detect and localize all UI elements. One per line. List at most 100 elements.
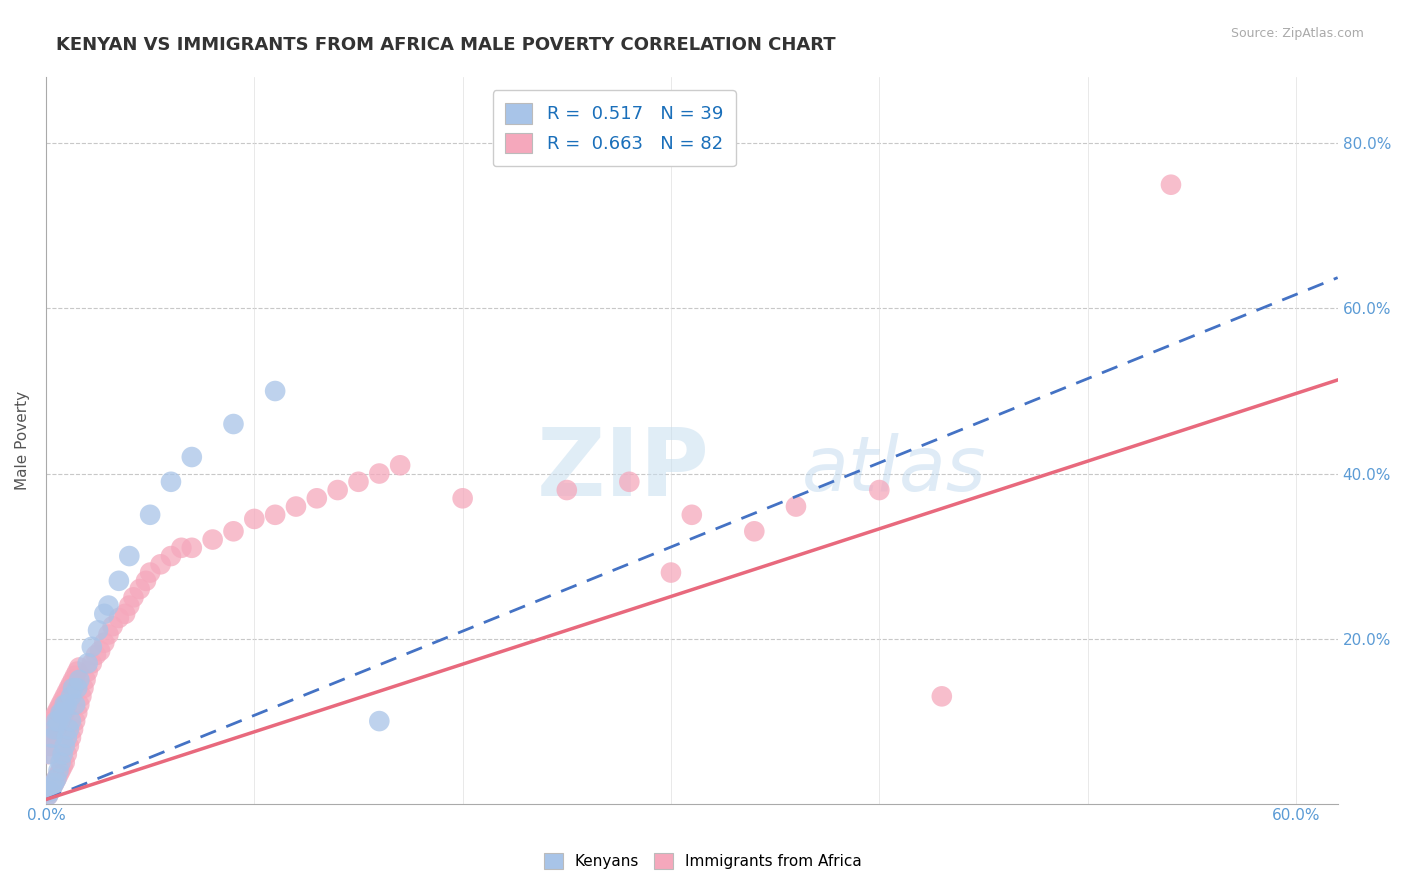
Point <box>58 723 80 737</box>
Point <box>80 640 103 654</box>
Point <box>45 706 67 720</box>
Point <box>39 747 62 761</box>
Point <box>170 541 193 555</box>
Point <box>48 718 70 732</box>
Point <box>52 747 75 761</box>
Point <box>555 483 578 497</box>
Point <box>681 508 703 522</box>
Point <box>44 726 66 740</box>
Point <box>39 739 62 753</box>
Point <box>742 524 765 539</box>
Point <box>41 731 63 745</box>
Point <box>44 710 66 724</box>
Point <box>49 764 72 778</box>
Point <box>59 714 82 728</box>
Point <box>52 710 75 724</box>
Point <box>59 690 82 704</box>
Point <box>52 693 75 707</box>
Point <box>39 723 62 737</box>
Point <box>56 685 79 699</box>
Point <box>868 483 890 497</box>
Point <box>63 669 86 683</box>
Point <box>67 660 90 674</box>
Point <box>108 574 131 588</box>
Point <box>52 706 75 720</box>
Point <box>53 690 76 704</box>
Point <box>53 756 76 770</box>
Point <box>93 607 115 621</box>
Point <box>101 619 124 633</box>
Point <box>139 566 162 580</box>
Point <box>53 739 76 753</box>
Point <box>48 768 70 782</box>
Point <box>222 524 245 539</box>
Point <box>264 508 287 522</box>
Point <box>89 644 111 658</box>
Point <box>67 698 90 712</box>
Point <box>243 512 266 526</box>
Point <box>305 491 328 506</box>
Point <box>368 714 391 728</box>
Point <box>58 739 80 753</box>
Y-axis label: Male Poverty: Male Poverty <box>15 391 30 490</box>
Legend: Kenyans, Immigrants from Africa: Kenyans, Immigrants from Africa <box>538 847 868 875</box>
Point <box>39 784 62 798</box>
Point <box>114 607 136 621</box>
Point <box>37 789 59 803</box>
Point <box>63 698 86 712</box>
Point <box>72 681 94 695</box>
Point <box>56 731 79 745</box>
Point <box>368 467 391 481</box>
Point <box>44 776 66 790</box>
Point <box>118 599 141 613</box>
Point <box>87 624 110 638</box>
Point <box>37 747 59 761</box>
Point <box>62 673 84 687</box>
Text: Source: ZipAtlas.com: Source: ZipAtlas.com <box>1230 27 1364 40</box>
Point <box>76 665 98 679</box>
Point <box>139 508 162 522</box>
Point <box>66 681 89 695</box>
Point <box>149 558 172 572</box>
Point <box>66 706 89 720</box>
Point <box>97 627 120 641</box>
Point <box>180 541 202 555</box>
Text: atlas: atlas <box>801 433 986 507</box>
Point <box>201 533 224 547</box>
Point <box>62 723 84 737</box>
Point <box>49 698 72 712</box>
Point <box>347 475 370 489</box>
Point <box>62 681 84 695</box>
Point <box>49 714 72 728</box>
Point <box>41 780 63 794</box>
Point <box>93 636 115 650</box>
Point <box>45 714 67 728</box>
Point <box>41 731 63 745</box>
Point <box>49 756 72 770</box>
Point <box>48 714 70 728</box>
Point <box>285 500 308 514</box>
Point <box>58 681 80 695</box>
Point <box>53 706 76 720</box>
Point <box>1160 178 1182 192</box>
Point <box>41 714 63 728</box>
Point <box>45 772 67 786</box>
Point <box>389 458 412 473</box>
Point <box>264 384 287 398</box>
Point <box>785 500 807 514</box>
Point <box>160 549 183 563</box>
Point <box>45 723 67 737</box>
Point <box>135 574 157 588</box>
Point <box>122 591 145 605</box>
Text: ZIP: ZIP <box>537 424 710 516</box>
Point <box>66 665 89 679</box>
Point <box>160 475 183 489</box>
Point <box>84 648 107 662</box>
Point <box>44 776 66 790</box>
Point <box>128 582 150 596</box>
Point <box>76 657 98 671</box>
Point <box>41 780 63 794</box>
Point <box>97 599 120 613</box>
Point <box>48 702 70 716</box>
Point <box>53 698 76 712</box>
